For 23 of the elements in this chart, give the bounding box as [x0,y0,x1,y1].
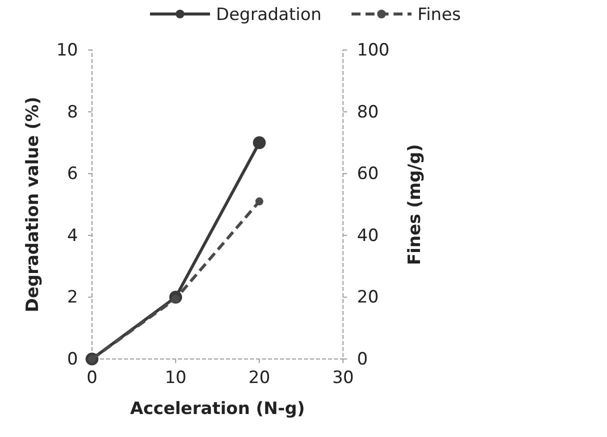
point [252,136,266,150]
x-axis-title: Acceleration (N-g) [130,399,305,419]
y-axis-title: Degradation value (%) [23,96,43,312]
y-tick-label: 4 [67,226,78,246]
x-tick-label: 0 [86,368,98,388]
y2-tick-label: 0 [357,349,368,370]
x-tick-label: 20 [248,368,270,388]
y-tick-label: 2 [67,288,78,308]
y2-tick-label: 20 [357,288,379,308]
y-tick-label: 10 [56,40,78,60]
y2-tick-label: 100 [357,40,390,60]
y2-axis-title: Fines (mg/g) [405,144,425,265]
legend-label: Degradation [216,5,322,25]
y-tick-label: 8 [67,102,78,122]
legend-label: Fines [418,5,462,25]
y2-tick-label: 40 [357,226,379,246]
y-tick-label: 0 [67,349,78,370]
x-tick-label: 10 [164,368,186,388]
point [255,197,264,206]
y-tick-label: 6 [67,164,78,184]
x-tick-label: 30 [332,368,354,388]
y2-tick-label: 60 [357,164,379,184]
y2-tick-label: 80 [357,102,379,122]
